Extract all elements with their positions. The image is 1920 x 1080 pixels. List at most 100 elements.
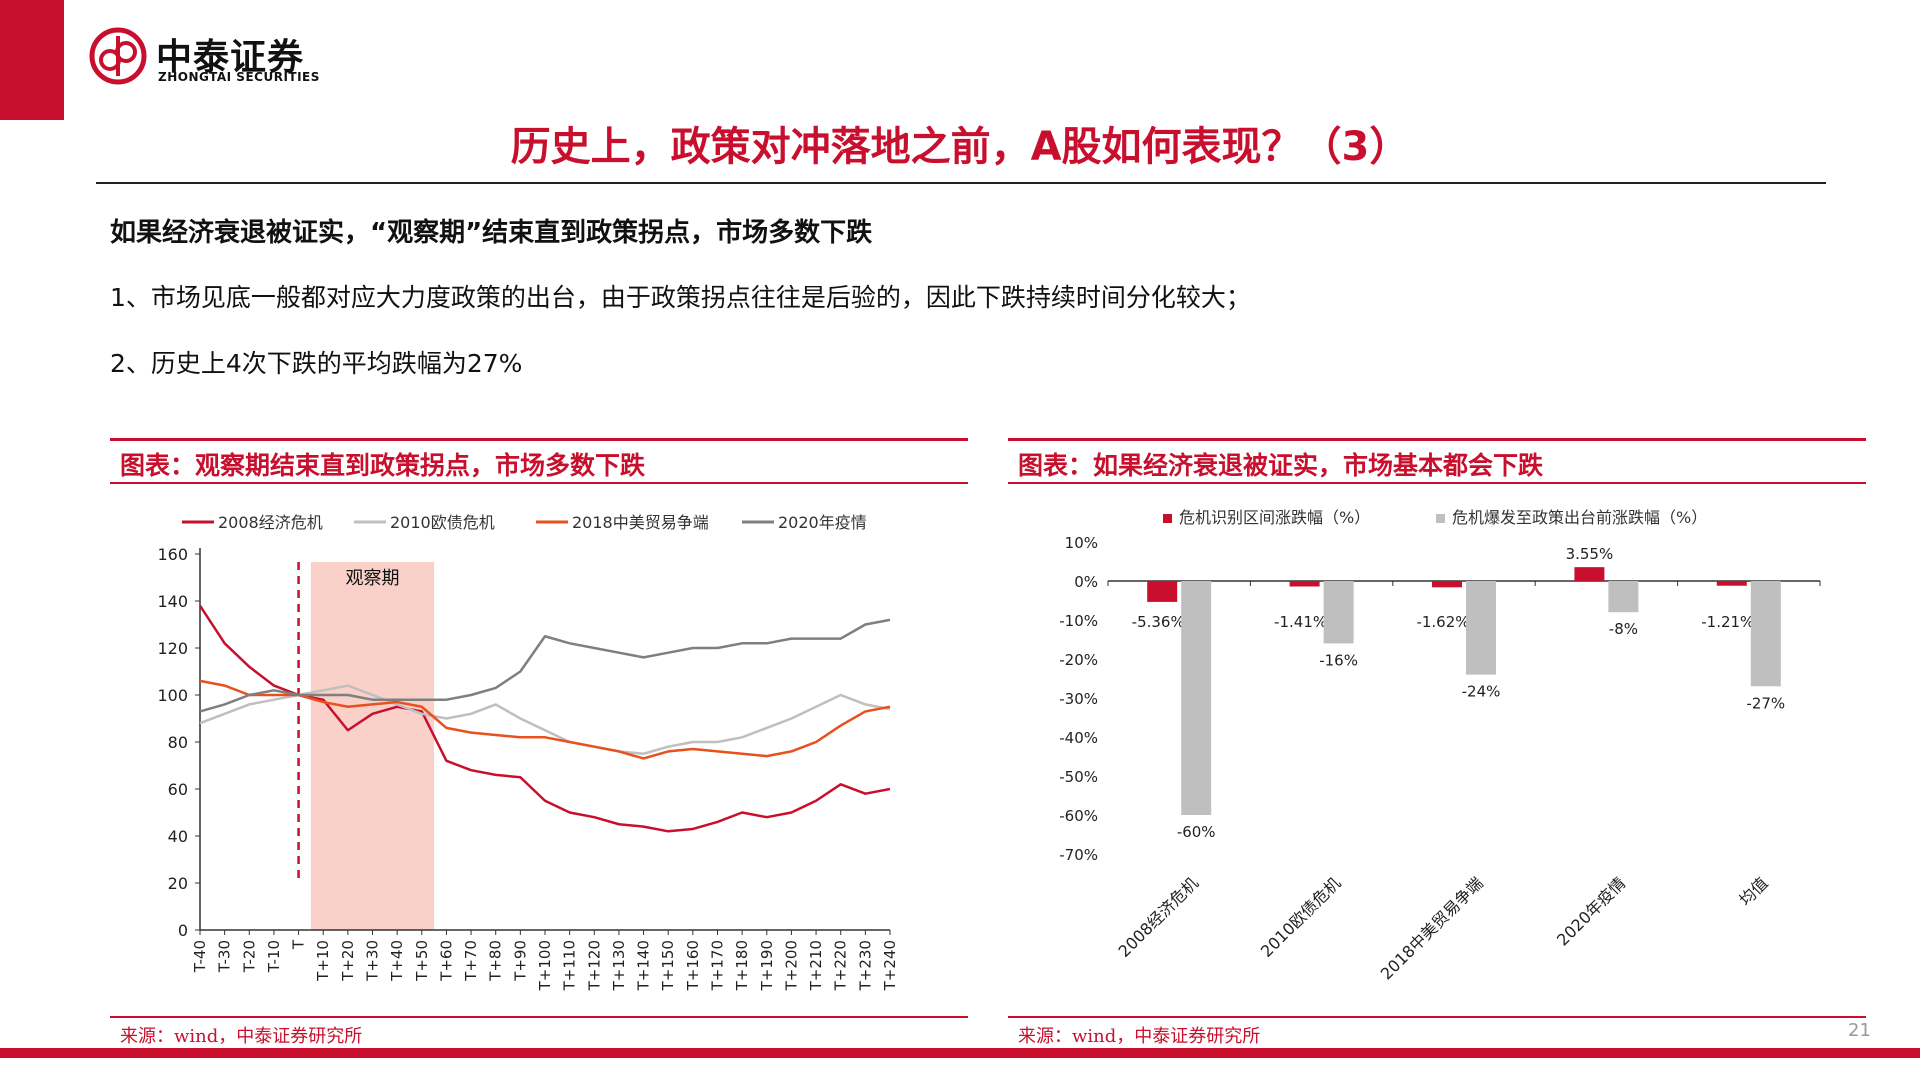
right-panel-source: 来源：wind，中泰证券研究所	[1018, 1026, 1261, 1047]
right-panel-title-rule	[1008, 482, 1866, 484]
observation-period-label: 观察期	[346, 568, 400, 589]
x-tick-label-0: T-40	[191, 940, 209, 973]
y-tick-label-1: 0%	[1074, 573, 1098, 591]
x-tick-label-15: T+110	[561, 940, 579, 991]
page-title: 历史上，政策对冲落地之前，A股如何表现？（3）	[510, 124, 1410, 170]
y-tick-label-6: -50%	[1059, 768, 1098, 786]
x-tick-label-12: T+80	[487, 940, 505, 982]
x-tick-label-7: T+30	[364, 940, 382, 982]
brand-name-cn: 中泰证券	[156, 37, 305, 78]
bar-s1-4	[1750, 581, 1781, 687]
brand-logo: 中泰证券 ZHONGTAI SECURITIES	[88, 26, 348, 90]
y-tick-label-2: -10%	[1059, 612, 1098, 630]
x-tick-label-21: T+170	[709, 940, 727, 991]
series-line-3	[199, 618, 891, 713]
x-tick-label-2: T-20	[240, 940, 258, 973]
data-label-s1-0: -60%	[1177, 823, 1216, 841]
x-tick-label-14: T+100	[536, 940, 554, 991]
x-tick-label-11: T+70	[462, 940, 480, 982]
x-tick-label-19: T+150	[659, 940, 677, 991]
y-tick-label-4: 80	[168, 733, 188, 752]
zhongtai-logo-icon	[89, 27, 147, 85]
data-label-s0-0: -5.36%	[1132, 613, 1185, 631]
category-label-1: 2010欧债危机	[1257, 873, 1344, 960]
left-panel-bottom-rule	[110, 1016, 968, 1018]
point-1: 1、市场见底一般都对应大力度政策的出台，由于政策拐点往往是后验的，因此下跌持续时…	[110, 283, 1251, 312]
legend-label-0: 危机识别区间涨跌幅（%）	[1179, 508, 1370, 527]
x-tick-label-16: T+120	[585, 940, 603, 991]
y-tick-label-2: 40	[168, 827, 188, 846]
x-tick-label-18: T+140	[635, 940, 653, 991]
category-label-4: 均值	[1736, 873, 1772, 909]
x-tick-label-8: T+40	[388, 940, 406, 982]
category-label-0: 2008经济危机	[1115, 873, 1202, 960]
y-tick-label-3: 60	[168, 780, 188, 799]
series-line-1	[199, 684, 891, 755]
x-tick-label-9: T+50	[413, 940, 431, 982]
x-tick-label-28: T+240	[881, 940, 899, 991]
legend-label-0: 2008经济危机	[218, 513, 323, 532]
x-tick-label-5: T+10	[314, 940, 332, 982]
x-tick-label-3: T-10	[265, 940, 283, 973]
y-tick-label-3: -20%	[1059, 651, 1098, 669]
y-tick-label-8: 160	[157, 545, 188, 564]
data-label-s1-3: -8%	[1609, 620, 1638, 638]
corner-accent-bar	[0, 0, 64, 120]
y-tick-label-1: 20	[168, 874, 188, 893]
legend-swatch-1	[1436, 514, 1445, 523]
y-tick-label-7: -60%	[1059, 807, 1098, 825]
bar-s1-1	[1323, 581, 1354, 644]
page-number: 21	[1848, 1020, 1871, 1041]
data-label-s0-2: -1.62%	[1416, 613, 1469, 631]
series-line-2	[199, 679, 891, 760]
x-tick-label-13: T+90	[511, 940, 529, 982]
y-tick-label-6: 120	[157, 639, 188, 658]
legend-label-3: 2020年疫情	[778, 513, 867, 532]
legend-label-1: 2010欧债危机	[390, 513, 495, 532]
legend-label-1: 危机爆发至政策出台前涨跌幅（%）	[1452, 508, 1707, 527]
bar-s0-1	[1289, 581, 1320, 587]
observation-period-region	[310, 562, 435, 930]
data-label-s1-2: -24%	[1462, 683, 1501, 701]
right-panel-top-rule	[1008, 438, 1866, 441]
point-2: 2、历史上4次下跌的平均跌幅为27%	[110, 349, 523, 378]
x-tick-label-25: T+210	[807, 940, 825, 991]
left-panel-title-rule	[110, 482, 968, 484]
y-tick-label-0: 10%	[1065, 534, 1098, 552]
bar-s0-4	[1716, 581, 1747, 586]
x-tick-label-17: T+130	[610, 940, 628, 991]
x-tick-label-24: T+200	[782, 940, 800, 991]
footer-bar	[0, 1048, 1920, 1058]
category-label-2: 2018中美贸易争端	[1377, 873, 1487, 983]
bar-s1-2	[1466, 581, 1496, 675]
bar-chart: 危机识别区间涨跌幅（%） 危机爆发至政策出台前涨跌幅（%） 10% 0% -10% -20…	[1059, 508, 1821, 984]
title-divider	[96, 182, 1826, 184]
data-label-s1-4: -27%	[1746, 694, 1785, 712]
left-panel-top-rule	[110, 438, 968, 441]
bar-s0-2	[1432, 581, 1462, 588]
x-tick-label-1: T-30	[216, 940, 234, 973]
bar-s1-3	[1608, 581, 1639, 613]
y-tick-label-0: 0	[178, 921, 188, 940]
right-panel-bottom-rule	[1008, 1016, 1866, 1018]
left-panel-source: 来源：wind，中泰证券研究所	[120, 1026, 363, 1047]
y-tick-label-8: -70%	[1059, 846, 1098, 864]
left-panel-title: 图表：观察期结束直到政策拐点，市场多数下跌	[120, 451, 646, 480]
x-tick-label-27: T+230	[856, 940, 874, 991]
bar-s0-3	[1574, 567, 1605, 581]
bar-s1-0	[1181, 581, 1212, 815]
data-label-s0-4: -1.21%	[1701, 613, 1754, 631]
y-tick-label-7: 140	[157, 592, 188, 611]
y-tick-label-4: -30%	[1059, 690, 1098, 708]
x-tick-label-10: T+60	[437, 940, 455, 982]
x-tick-label-23: T+190	[758, 940, 776, 991]
series-line-0	[198, 605, 891, 833]
y-tick-label-5: 100	[157, 686, 188, 705]
data-label-s0-3: 3.55%	[1566, 545, 1614, 563]
data-label-s1-1: -16%	[1319, 651, 1358, 669]
headline: 如果经济衰退被证实，“观察期”结束直到政策拐点，市场多数下跌	[110, 218, 873, 248]
x-tick-label-22: T+180	[733, 940, 751, 991]
y-tick-label-5: -40%	[1059, 729, 1098, 747]
x-tick-label-20: T+160	[684, 940, 702, 991]
